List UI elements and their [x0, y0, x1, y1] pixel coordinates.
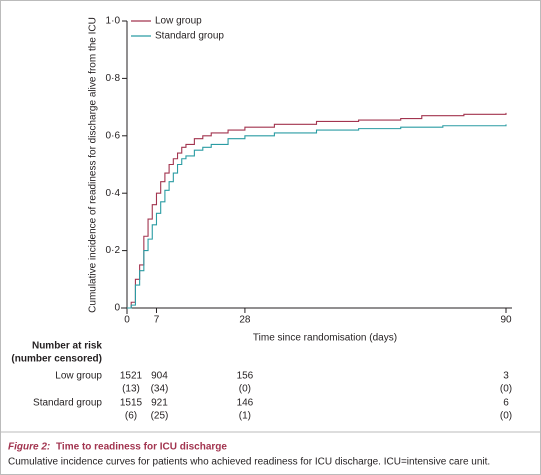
risk-title: Number at risk	[32, 341, 102, 352]
risk-at-risk: 3	[503, 371, 509, 382]
risk-at-risk: 921	[151, 398, 168, 409]
risk-censored: (0)	[500, 384, 512, 395]
risk-title: (number censored)	[11, 354, 102, 365]
risk-at-risk: 904	[151, 371, 168, 382]
risk-censored: (25)	[151, 411, 169, 422]
y-tick-label: 0·8	[106, 73, 121, 84]
risk-at-risk: 1521	[120, 371, 143, 382]
x-tick-label: 28	[239, 315, 251, 326]
y-tick-label: 0	[114, 303, 120, 314]
y-tick-label: 1·0	[106, 16, 121, 27]
risk-censored: (13)	[122, 384, 140, 395]
legend-label: Standard group	[155, 31, 224, 42]
risk-censored: (1)	[239, 411, 251, 422]
risk-censored: (0)	[239, 384, 251, 395]
x-tick-label: 0	[124, 315, 130, 326]
series-line	[127, 112, 507, 309]
risk-censored: (0)	[500, 411, 512, 422]
risk-at-risk: 6	[503, 398, 509, 409]
risk-at-risk: 146	[237, 398, 254, 409]
y-tick-label: 0·2	[106, 245, 121, 256]
x-tick-label: 90	[500, 315, 512, 326]
y-axis-label: Cumulative incidence of readiness for di…	[88, 17, 99, 313]
x-axis-label: Time since randomisation (days)	[253, 333, 397, 344]
series-line	[127, 124, 507, 309]
x-tick-label: 7	[154, 315, 160, 326]
caption-text: Cumulative incidence curves for patients…	[8, 457, 490, 468]
risk-row-label: Low group	[55, 371, 102, 382]
y-tick-label: 0·6	[106, 130, 121, 141]
risk-row-label: Standard group	[33, 398, 102, 409]
y-tick-label: 0·4	[106, 188, 121, 199]
caption-title: Time to readiness for ICU discharge	[56, 442, 227, 453]
legend-label: Low group	[155, 16, 202, 27]
risk-censored: (6)	[125, 411, 137, 422]
risk-at-risk: 1515	[120, 398, 143, 409]
risk-censored: (34)	[151, 384, 169, 395]
risk-at-risk: 156	[237, 371, 254, 382]
caption-label: Figure 2:	[8, 442, 50, 453]
